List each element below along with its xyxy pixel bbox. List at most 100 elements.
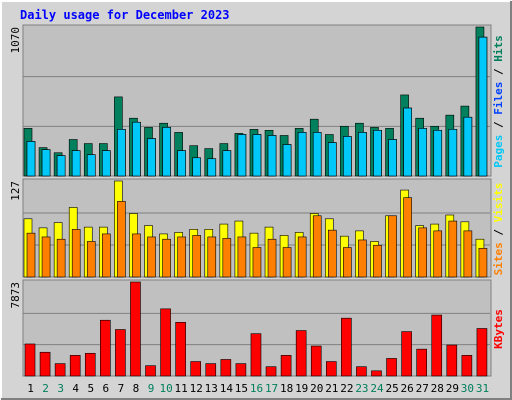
bar [327,142,337,177]
bar [463,230,473,278]
x-tick-label: 13 [205,382,218,395]
bar [56,238,66,278]
bar [431,314,443,377]
bar [162,127,171,177]
x-tick-label: 22 [340,382,353,395]
x-tick-label: 19 [295,382,308,395]
bar [132,121,141,177]
bar [476,328,488,377]
bar [84,352,96,377]
bar [341,317,352,377]
x-tick-label: 10 [159,382,172,395]
bar [220,359,232,377]
bar [388,215,397,278]
bar [192,157,202,177]
bar [237,236,247,278]
x-tick-label: 23 [355,382,368,395]
bar [446,344,458,377]
bar [312,215,322,278]
legend-separator: / [492,62,505,82]
bar [280,355,292,377]
bar [69,355,81,377]
bar [418,227,427,278]
bar [371,370,382,377]
bar [100,319,111,377]
bar [403,197,412,278]
bar [448,220,458,278]
bar [132,233,141,278]
x-tick-label: 16 [250,382,263,395]
y-tick-label: 7873 [9,282,22,309]
x-tick-label: 21 [325,382,338,395]
x-tick-label: 31 [476,382,489,395]
bar [24,343,36,377]
bar [102,233,111,278]
bar [102,150,111,177]
bar [56,155,66,177]
bar [115,329,126,377]
bar [358,239,367,278]
bar [403,107,412,177]
bar [401,331,412,377]
x-tick-label: 3 [57,382,64,395]
x-tick-label: 11 [175,382,188,395]
bar [162,238,171,278]
x-tick-label: 5 [87,382,94,395]
bar [26,141,36,177]
bar [190,361,202,377]
bar [478,36,488,177]
bar [358,132,367,177]
bar [282,144,292,177]
x-tick-label: 12 [190,382,203,395]
bar [310,345,322,377]
bar [282,247,292,278]
bar [297,236,307,278]
bar [356,366,367,377]
bar [265,366,277,377]
x-tick-label: 26 [401,382,414,395]
bar [461,355,473,377]
bar [416,348,427,377]
x-tick-label: 6 [103,382,110,395]
bar [26,232,36,278]
legend-entry: Files [492,82,505,115]
bar [71,229,81,278]
bar [86,154,96,177]
x-tick-label: 20 [310,382,323,395]
bar [325,361,337,377]
chart-title: Daily usage for December 2023 [20,8,230,22]
x-tick-label: 2 [42,382,49,395]
bar [373,244,382,278]
bar [147,138,156,177]
legend: Sites / Visits [492,183,505,276]
legend-separator: / [492,222,505,242]
x-tick-label: 15 [235,382,248,395]
legend: Pages / Files / Hits [492,35,505,168]
bar [54,363,66,377]
bar [433,230,443,278]
bar [312,132,322,177]
bar [448,129,458,177]
bar [327,229,337,278]
bar [207,158,217,177]
bar [250,333,262,377]
bar [343,136,352,177]
bar [177,150,186,177]
bar [237,134,247,177]
x-tick-label: 8 [133,382,140,395]
bar [41,236,51,278]
x-tick-label: 28 [431,382,444,395]
y-tick-label: 127 [9,181,22,201]
bar [433,130,443,177]
x-tick-label: 18 [280,382,293,395]
bar [41,149,51,177]
x-tick-label: 17 [265,382,278,395]
bar [160,308,171,377]
bar [130,281,141,377]
bar [39,351,51,377]
x-tick-label: 27 [416,382,429,395]
bar [205,363,217,377]
x-tick-label: 1 [27,382,34,395]
y-tick-label: 1070 [9,27,22,54]
